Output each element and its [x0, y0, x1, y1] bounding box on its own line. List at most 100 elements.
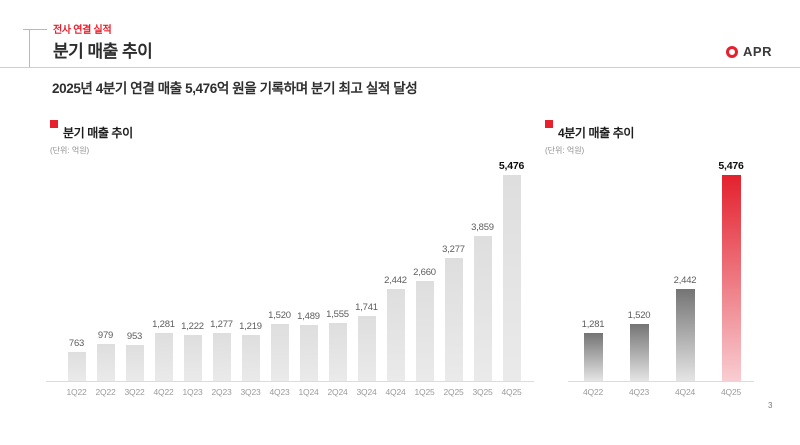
- bar-column: 763: [62, 338, 91, 381]
- x-axis-tick-label: 4Q23: [269, 387, 290, 397]
- bar-value-label: 5,476: [498, 160, 525, 172]
- x-axis-tick-label: 2Q23: [211, 387, 232, 397]
- bar-value-label: 3,277: [442, 244, 465, 255]
- bar-column: 1,222: [178, 321, 207, 381]
- bar-column: 3,859: [468, 222, 497, 381]
- x-axis-labels: 4Q22 4Q23 4Q24 4Q25: [570, 387, 754, 397]
- bar-value-label: 1,277: [210, 319, 233, 330]
- bar: [125, 345, 144, 381]
- header-eyebrow: 전사 연결 실적: [53, 25, 112, 36]
- x-axis-tick-label: 4Q24: [385, 387, 406, 397]
- bar-value-label: 2,442: [384, 275, 407, 286]
- logo-circle-icon: [726, 45, 739, 58]
- bar: [328, 323, 347, 381]
- bar: [183, 335, 202, 381]
- bar-column: 2,442: [662, 275, 708, 381]
- bar-value-label: 1,520: [627, 310, 651, 321]
- x-axis-tick-label: 2Q24: [327, 387, 348, 397]
- bar-plot: 1,281 1,520 2,442 5,476: [570, 160, 754, 381]
- bar-column: 1,219: [236, 321, 265, 381]
- red-square-bullet-icon: [50, 120, 58, 128]
- chart-title-row: 4분기 매출 추이: [545, 120, 634, 141]
- x-axis-tick-label: 2Q25: [443, 387, 464, 397]
- bar: [675, 289, 695, 381]
- bar-column: 1,520: [616, 310, 662, 381]
- bar: [67, 352, 86, 381]
- bar: [357, 316, 376, 381]
- x-axis-line: [46, 381, 534, 382]
- header-divider: [0, 67, 800, 68]
- bar: [721, 175, 741, 381]
- x-axis-labels: 1Q22 2Q22 3Q22 4Q22 1Q23 2Q23 3Q23 4Q23 1Q24 2Q24…: [62, 387, 526, 397]
- x-axis-tick-label: 1Q23: [182, 387, 203, 397]
- x-axis-tick-label: 3Q23: [240, 387, 261, 397]
- bar-value-label: 1,219: [239, 321, 262, 332]
- x-axis-tick-label: 4Q25: [501, 387, 522, 397]
- bar-column: 1,281: [149, 319, 178, 381]
- bar-value-label: 1,281: [152, 319, 175, 330]
- bar-column: 2,660: [410, 267, 439, 381]
- bar: [583, 333, 603, 381]
- chart-title: 분기 매출 추이: [63, 126, 133, 140]
- x-axis-tick-label: 4Q24: [675, 387, 695, 397]
- bar-value-label: 1,489: [297, 311, 320, 322]
- chart-q4-revenue: 4분기 매출 추이 (단위: 억원) 1,281 1,520 2,442 5,476 …: [545, 118, 757, 418]
- x-axis-tick-label: 2Q22: [95, 387, 116, 397]
- bar: [270, 324, 289, 381]
- x-axis-tick-label: 3Q25: [472, 387, 493, 397]
- key-message: 2025년 4분기 연결 매출 5,476억 원을 기록하며 분기 최고 실적 …: [52, 81, 418, 96]
- page-title: 분기 매출 추이: [53, 42, 153, 61]
- bar-column: 1,555: [323, 309, 352, 381]
- bar-column: 1,489: [294, 311, 323, 381]
- chart-title-row: 분기 매출 추이: [50, 120, 133, 141]
- x-axis-tick-label: 4Q23: [629, 387, 649, 397]
- bar-value-label: 3,859: [471, 222, 494, 233]
- bar: [629, 324, 649, 381]
- x-axis-tick-label: 4Q22: [583, 387, 603, 397]
- unit-label: (단위: 억원): [545, 146, 585, 155]
- x-axis-tick-label: 3Q24: [356, 387, 377, 397]
- bar-value-label: 5,476: [718, 160, 744, 172]
- red-square-bullet-icon: [545, 120, 553, 128]
- x-axis-tick-label: 4Q25: [721, 387, 741, 397]
- bar-column: 3,277: [439, 244, 468, 381]
- logo-text: APR: [743, 44, 772, 59]
- bar-column: 1,520: [265, 310, 294, 381]
- bar-value-label: 979: [97, 330, 114, 341]
- x-axis-tick-label: 1Q22: [66, 387, 87, 397]
- bar: [415, 281, 434, 381]
- bar: [473, 236, 492, 381]
- bar-column: 5,476: [708, 160, 754, 381]
- apr-logo: APR: [726, 44, 772, 59]
- bar-plot: 763 979 953 1,281 1,222 1,277 1,219 1,520 1,489 1…: [62, 160, 526, 381]
- bar-value-label: 1,555: [326, 309, 349, 320]
- bar-value-label: 2,442: [673, 275, 697, 286]
- bar: [241, 335, 260, 381]
- bar: [444, 258, 463, 381]
- x-axis-tick-label: 1Q25: [414, 387, 435, 397]
- bar-column: 1,281: [570, 319, 616, 381]
- bar-value-label: 1,222: [181, 321, 204, 332]
- bar: [212, 333, 231, 381]
- x-axis-line: [568, 381, 754, 382]
- bar-column: 1,741: [352, 302, 381, 381]
- bar: [299, 325, 318, 381]
- bar-value-label: 2,660: [413, 267, 436, 278]
- title-bracket-vertical-line: [29, 29, 30, 68]
- bar-value-label: 1,520: [268, 310, 291, 321]
- title-bracket-horizontal-line: [23, 29, 47, 30]
- x-axis-tick-label: 3Q22: [124, 387, 145, 397]
- bar-column: 979: [91, 330, 120, 381]
- chart-title: 4분기 매출 추이: [558, 126, 634, 140]
- page-number: 3: [768, 401, 773, 410]
- bar-column: 953: [120, 331, 149, 381]
- bar: [96, 344, 115, 381]
- bar-value-label: 763: [68, 338, 85, 349]
- unit-label: (단위: 억원): [50, 146, 90, 155]
- bar-value-label: 953: [126, 331, 143, 342]
- chart-quarterly-revenue: 분기 매출 추이 (단위: 억원) 763 979 953 1,281 1,222 1,2…: [46, 118, 534, 418]
- bar: [154, 333, 173, 381]
- bar-value-label: 1,741: [355, 302, 378, 313]
- bar: [386, 289, 405, 381]
